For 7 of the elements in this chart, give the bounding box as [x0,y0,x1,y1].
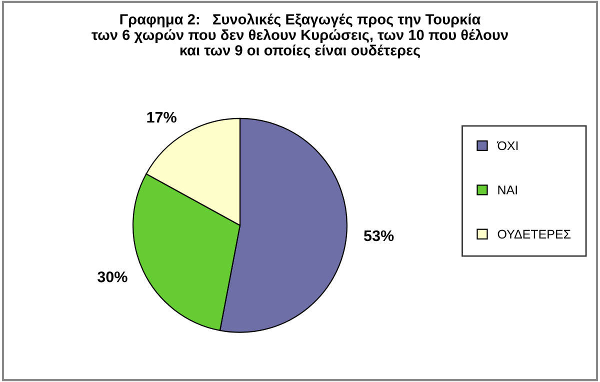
chart-title: Γραφημα 2: Συνολικές Εξαγωγές προς την Τουρκία των 6 χωρών που δεν θελουν Κυρώσεις, των 10 που θέλουν και των 9 οι οποίες είναι ουδέτερες [92,13,508,58]
data-label: 17% [147,112,176,123]
legend-label: ΌΧΙ [496,141,518,150]
legend-label: ΟΥΔΕΤΕΡΕΣ [498,230,571,239]
data-label: 53% [364,230,394,242]
legend-label: ΝΑΙ [498,186,517,194]
data-label: 30% [98,271,128,282]
